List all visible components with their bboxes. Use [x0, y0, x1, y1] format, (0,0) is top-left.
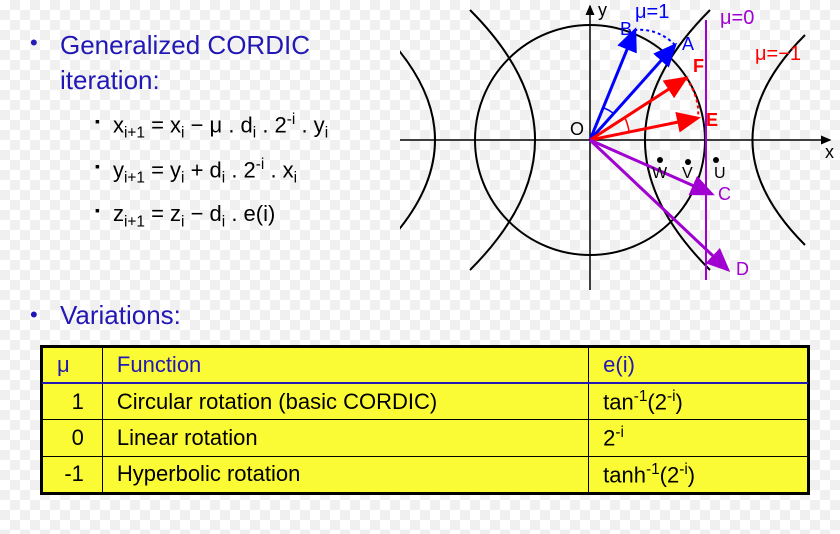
label-a: A	[682, 34, 694, 54]
bullet-icon: •	[30, 30, 38, 56]
title-text: Generalized CORDIC iteration:	[60, 28, 390, 98]
vector-b	[590, 30, 635, 140]
cell-e: 2-i	[589, 420, 808, 456]
label-d: D	[736, 259, 749, 279]
angle-red	[625, 118, 629, 132]
variations-table: μ Function e(i) 1 Circular rotation (bas…	[40, 345, 810, 495]
cell-fn: Hyperbolic rotation	[102, 456, 588, 492]
table-row: 1 Circular rotation (basic CORDIC) tan-1…	[43, 383, 808, 420]
x-axis-label: x	[825, 142, 834, 162]
bullet-icon: •	[30, 302, 38, 328]
cell-fn: Circular rotation (basic CORDIC)	[102, 383, 588, 420]
th-fn: Function	[102, 348, 588, 384]
cell-e: tan-1(2-i)	[589, 383, 808, 420]
label-u: U	[714, 165, 726, 182]
cell-e: tanh-1(2-i)	[589, 456, 808, 492]
mu0-label: μ=0	[720, 7, 754, 29]
origin-label: O	[570, 119, 584, 139]
cell-fn: Linear rotation	[102, 420, 588, 456]
label-f: F	[693, 56, 704, 76]
th-mu: μ	[43, 348, 103, 384]
th-e: e(i)	[589, 348, 808, 384]
cell-mu: 1	[43, 383, 103, 420]
variations-label: Variations:	[60, 300, 181, 331]
angle-blue	[604, 108, 613, 113]
equation-x: xi+1 = xi − μ . di . 2-i . yi	[95, 110, 395, 145]
cell-mu: 0	[43, 420, 103, 456]
cordic-diagram: x y O A B F E C D W V U μ=1 μ=0 μ=−1	[400, 0, 840, 300]
equation-z: zi+1 = zi − di . e(i)	[95, 199, 395, 233]
mum1-label: μ=−1	[755, 43, 801, 65]
label-b: B	[620, 19, 632, 39]
vector-c	[590, 140, 712, 194]
y-axis-label: y	[598, 0, 607, 20]
table-row: -1 Hyperbolic rotation tanh-1(2-i)	[43, 456, 808, 492]
equation-y: yi+1 = yi + di . 2-i . xi	[95, 155, 395, 190]
point-w	[657, 157, 663, 163]
label-c: C	[718, 184, 731, 204]
equations-list: xi+1 = xi − μ . di . 2-i . yi yi+1 = yi …	[95, 110, 395, 243]
table-row: 0 Linear rotation 2-i	[43, 420, 808, 456]
mu1-label: μ=1	[635, 1, 669, 23]
label-e: E	[706, 110, 718, 130]
label-v: V	[682, 165, 693, 182]
point-u	[713, 157, 719, 163]
cell-mu: -1	[43, 456, 103, 492]
label-w: W	[652, 165, 668, 182]
